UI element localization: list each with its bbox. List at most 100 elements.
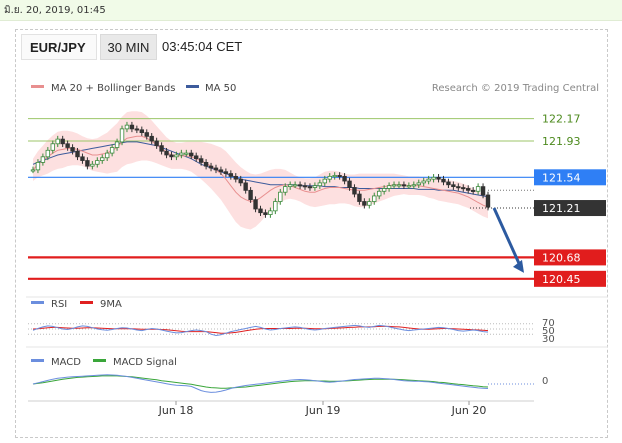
candle-body [302,185,308,188]
candle-body [149,135,154,142]
rsi-legend-swatch [31,301,44,304]
timeframe-button[interactable]: 30 MIN [100,34,157,60]
rsi-ma-line [32,325,489,334]
candle-body [194,155,199,160]
candle-body [480,186,486,196]
candle-body [119,128,125,143]
candle-body [352,187,357,195]
macd-signal-line [32,375,489,389]
candle-body [159,145,164,152]
candle-body [124,124,130,130]
candle-body [372,195,377,202]
level-label: 121.54 [542,171,581,184]
candle-body [391,184,397,187]
candle-body [40,156,46,163]
candle-body [396,184,402,187]
candle-body [342,175,347,182]
candle-body [238,178,243,184]
candle-body [174,154,179,158]
candle-body [416,182,421,186]
candle-body [367,201,372,206]
candle-body [446,181,451,186]
candle-body [485,194,491,208]
x-tick-label: Jun 18 [158,404,194,417]
level-label: 121.21 [542,202,581,215]
level-label-box [534,249,606,266]
level-label: 120.68 [542,251,581,264]
candle-body [441,178,446,183]
x-tick-label: Jun 19 [305,404,341,417]
candle-body [456,186,461,189]
candle-body [228,173,234,177]
macd-signal-legend-label: MACD Signal [113,357,177,368]
candle-body [253,199,258,210]
candle-body [198,158,204,163]
macd-legend-label: MACD [51,357,81,368]
candle-body [312,185,318,188]
credit-text: Research © 2019 Trading Central [432,83,599,94]
candle-body [184,152,189,155]
candle-body [189,152,194,157]
level-label-box [534,169,606,186]
candle-body [322,178,327,184]
candle-body [248,189,253,201]
ma20-legend-swatch [31,85,44,88]
candle-body [129,124,135,130]
candle-body [466,188,471,191]
candle-body [386,185,392,189]
candle-body [70,147,75,152]
candle-body [411,184,417,187]
candle-body [436,176,441,180]
candle-body [109,147,115,154]
candle-body [431,176,436,180]
candle-body [65,143,70,148]
candle-body [263,212,268,215]
candle-body [381,188,387,192]
candle-body [470,189,476,192]
ma20-legend-label: MA 20 + Bollinger Bands [51,83,175,94]
rsi-line [32,324,489,337]
level-label: 121.93 [542,135,581,148]
candle-body [268,210,273,215]
candle-body [307,186,313,189]
candle-body [347,180,352,188]
candle-body [85,160,90,167]
candle-body [35,162,41,171]
ma50-legend-label: MA 50 [205,83,236,94]
candle-body [461,187,466,190]
macd-line [32,374,489,393]
candle-body [203,162,209,167]
candle-body [134,128,140,131]
rsi-level-50: 50 [542,326,555,337]
projection-arrow [492,207,523,269]
candle-body [297,184,303,187]
timestamp-text: มิ.ย. 20, 2019, 01:45 [4,5,106,16]
candle-body [362,201,367,206]
level-label-box [534,270,606,287]
macd-zero-label: 0 [542,376,548,387]
macd-signal-legend-swatch [93,359,106,362]
candle-body [223,171,229,174]
candle-body [50,143,55,151]
chart-time: 03:45:04 CET [162,39,243,54]
projection-arrowhead [513,259,524,273]
candle-body [376,190,382,197]
candle-body [292,184,298,187]
candle-body [451,184,456,188]
candle-body [401,184,407,187]
rsi-ma-legend-swatch [80,301,93,304]
candle-body [332,175,337,178]
currency-pair: EUR/JPY [21,34,97,60]
rsi-level-30: 30 [542,334,555,345]
candle-body [80,156,85,161]
candle-body [154,140,159,147]
candle-body [95,160,100,165]
candle-body [283,186,288,193]
rsi-ma-legend-label: 9MA [100,299,122,310]
level-label: 120.45 [542,273,581,286]
candle-body [30,169,36,172]
candle-body [406,185,412,188]
timestamp-bar: มิ.ย. 20, 2019, 01:45 [0,0,622,21]
candle-body [75,150,80,158]
x-tick-label: Jun 20 [451,404,487,417]
